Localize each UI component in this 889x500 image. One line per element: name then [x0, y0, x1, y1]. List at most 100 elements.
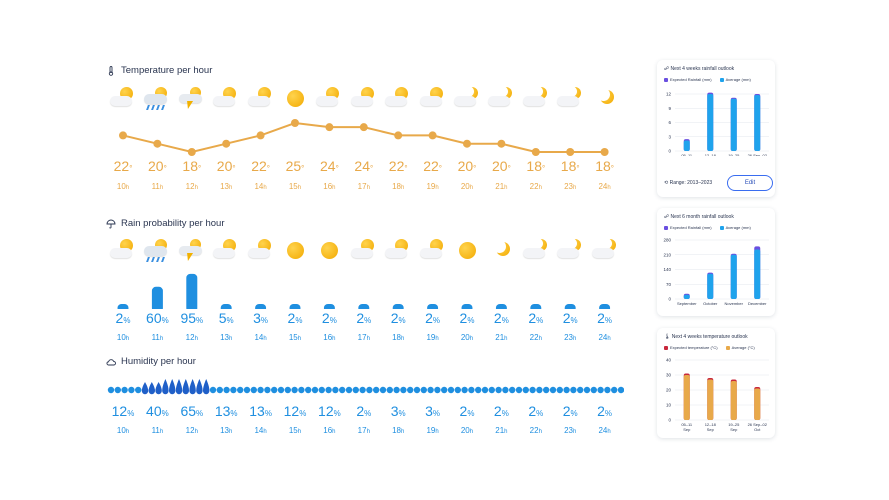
- partly-cloudy-sun-icon: [246, 239, 276, 261]
- value-label: 13%: [249, 403, 272, 419]
- temperature-point: [359, 123, 368, 132]
- x-tick-label: 05–11: [681, 153, 693, 156]
- rain-values-row: 2% 60% 95% 5% 3% 2% 2% 2% 2% 2% 2% 2% 2% 2% 2%: [106, 310, 618, 330]
- x-tick-label: 12–18: [705, 422, 717, 427]
- partly-cloudy-moon-icon: [521, 238, 551, 261]
- hour-label: 23h: [564, 333, 577, 342]
- humidity-dot: [556, 386, 563, 394]
- humidity-dot: [209, 386, 217, 394]
- average-bar: [707, 94, 714, 151]
- humidity-dot: [264, 386, 271, 394]
- value-label: 22°: [251, 158, 270, 174]
- chart-legend: Expected Rainfall (mm) Average (mm): [664, 225, 751, 230]
- humidity-dot: [434, 386, 441, 394]
- humidity-dot: [386, 386, 393, 394]
- value-label: 2%: [321, 310, 337, 326]
- partly-cloudy-sun-icon: [349, 239, 379, 261]
- rain-cloud-icon: [142, 87, 172, 110]
- temperature-line: [122, 121, 608, 154]
- value-label: 2%: [356, 310, 372, 326]
- value-label: 25°: [285, 158, 305, 174]
- moon-icon: [590, 87, 620, 109]
- hour-label: 20h: [460, 333, 474, 342]
- humidity-dot: [373, 386, 380, 394]
- rain-cloud-icon: [142, 239, 172, 262]
- temperature-point: [222, 139, 231, 148]
- partly-cloudy-moon-icon: [590, 238, 620, 261]
- humidity-dot: [379, 386, 387, 394]
- rain-section-title: Rain probability per hour: [106, 218, 225, 229]
- partly-cloudy-moon-icon: [555, 86, 585, 109]
- hour-label: 16h: [323, 182, 336, 191]
- rain-bar: [220, 304, 232, 309]
- humidity-dot: [366, 386, 373, 394]
- hour-label: 13h: [220, 182, 233, 191]
- humidity-dot: [121, 386, 128, 394]
- rainfall-6-month-chart: 280 210 140 70 0 September October November Dece…: [663, 238, 769, 306]
- average-bar: [707, 379, 714, 420]
- y-tick-label: 30: [666, 373, 672, 378]
- humidity-dot: [502, 386, 509, 394]
- y-tick-label: 20: [666, 388, 672, 393]
- average-bar: [683, 294, 690, 299]
- value-label: 3%: [253, 310, 269, 326]
- y-tick-label: 0: [668, 418, 671, 423]
- x-tick-label: 19–25: [728, 153, 740, 156]
- hour-label: 14h: [254, 182, 267, 191]
- temperature-point: [463, 139, 471, 148]
- partly-cloudy-sun-icon: [108, 87, 138, 109]
- x-tick-label: 05–11: [681, 422, 693, 427]
- humidity-dot: [413, 386, 421, 394]
- humidity-drop: [196, 379, 203, 395]
- hour-label: 24h: [598, 426, 611, 435]
- humidity-dot: [271, 386, 278, 394]
- value-label: 20°: [148, 158, 167, 174]
- hour-label: 10h: [116, 426, 130, 435]
- humidity-dot: [454, 386, 461, 394]
- value-label: 13%: [214, 403, 238, 419]
- hour-label: 22h: [529, 426, 542, 435]
- humidity-dot: [549, 386, 557, 394]
- rain-title: Rain probability per hour: [121, 218, 225, 229]
- humidity-dot: [332, 386, 339, 394]
- rain-icon-row: [106, 237, 618, 263]
- hour-label: 12h: [185, 333, 198, 342]
- y-tick-label: 40: [666, 358, 672, 363]
- hour-label: 22h: [529, 333, 542, 342]
- humidity-dot: [488, 386, 495, 394]
- value-label: 22°: [388, 158, 408, 174]
- partly-cloudy-sun-icon: [108, 239, 138, 261]
- y-tick-label: 210: [663, 252, 671, 257]
- temperature-point: [153, 139, 162, 148]
- refresh-icon: ⟲: [664, 180, 669, 186]
- value-label: 60%: [146, 310, 169, 326]
- temperature-4-weeks-card: 🌡 Next 4 weeks temperature outlook Expec…: [657, 328, 775, 438]
- humidity-dot: [509, 386, 516, 394]
- value-label: 2%: [493, 310, 509, 326]
- value-label: 20°: [492, 158, 511, 174]
- hour-label: 22h: [529, 182, 542, 191]
- edit-button[interactable]: Edit: [727, 175, 773, 191]
- humidity-drop: [189, 379, 196, 395]
- humidity-drop: [202, 379, 210, 395]
- y-tick-label: 70: [666, 282, 672, 287]
- humidity-dot: [114, 386, 121, 394]
- average-bar: [754, 94, 761, 151]
- humidity-dot: [461, 386, 468, 394]
- legend-swatch-average: [719, 225, 724, 230]
- x-tick-label: 26 Sep–02: [748, 153, 768, 156]
- rain-bar: [151, 286, 163, 309]
- humidity-dot: [447, 386, 455, 394]
- humidity-dot: [515, 386, 523, 394]
- humidity-dot: [135, 386, 142, 394]
- humidity-dot: [536, 386, 543, 394]
- x-tick-label: 26 Sep–02: [748, 422, 768, 427]
- humidity-dot: [257, 386, 264, 394]
- humidity-drop: [155, 382, 162, 395]
- card-title: Next 6 month rainfall outlook: [670, 214, 734, 220]
- hour-label: 14h: [254, 426, 267, 435]
- y-tick-label: 9: [668, 106, 671, 111]
- humidity-dot: [420, 386, 427, 394]
- humidity-section-title: Humidity per hour: [106, 356, 196, 367]
